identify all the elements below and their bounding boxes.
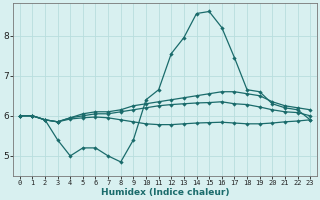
X-axis label: Humidex (Indice chaleur): Humidex (Indice chaleur) bbox=[101, 188, 229, 197]
